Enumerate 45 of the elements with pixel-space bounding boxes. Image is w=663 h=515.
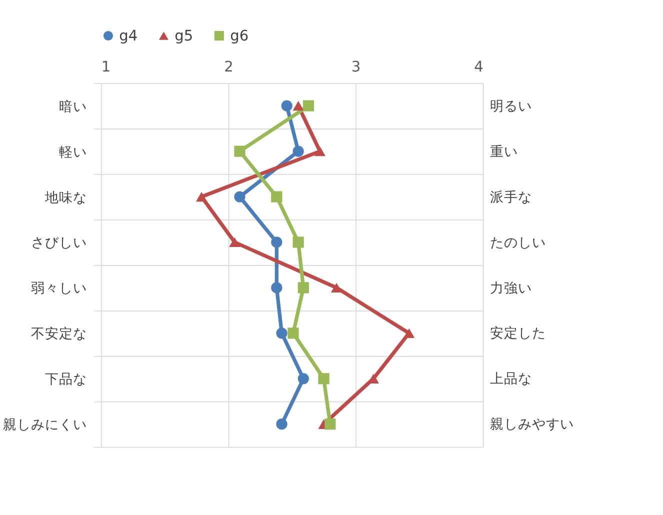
point [292, 100, 304, 111]
point [196, 192, 208, 202]
legend-label: g5 [174, 27, 194, 44]
point [234, 191, 246, 202]
point [292, 236, 304, 248]
x-tick-label: 3 [351, 58, 361, 76]
point [271, 236, 282, 248]
point [302, 100, 314, 112]
point [314, 146, 326, 156]
point [271, 191, 282, 202]
legend-label: g6 [230, 27, 249, 44]
y-tick-label: 不安定な [30, 326, 87, 342]
point [271, 282, 282, 294]
point [229, 237, 240, 248]
point [298, 282, 309, 294]
y2-tick-label: 明るい [490, 98, 532, 114]
point [276, 328, 288, 339]
y-tick-label: 地味な [44, 190, 87, 206]
y2-tick-label: 上品な [490, 371, 532, 388]
x-tick-label: 2 [224, 58, 234, 76]
y-tick-label: 弱々しい [30, 280, 87, 297]
point [276, 418, 288, 430]
y2-tick-label: 安定した [490, 326, 546, 342]
y2-tick-label: 力強い [490, 280, 532, 296]
point [324, 418, 336, 430]
y-tick-label: 暗い [58, 98, 87, 115]
point [234, 146, 246, 157]
y2-tick-label: 親しみやすい [490, 416, 574, 433]
point [281, 100, 292, 112]
y-tick-label: さびしい [30, 235, 87, 252]
point [298, 373, 309, 384]
y2-tick-label: たのしい [490, 234, 546, 251]
legend-label: g4 [119, 27, 138, 44]
y-tick-label: 親しみにくい [2, 417, 87, 434]
x-tick-label: 1 [101, 58, 111, 76]
y-tick-label: 軽い [58, 144, 87, 160]
y2-tick-label: 重い [490, 144, 518, 160]
point [330, 282, 342, 293]
y2-tick-label: 派手な [490, 189, 532, 206]
point [292, 146, 304, 157]
point [404, 328, 415, 338]
x-tick-label: 4 [474, 58, 484, 76]
y-tick-label: 下品な [44, 372, 87, 388]
point [288, 328, 299, 339]
point [318, 373, 330, 384]
